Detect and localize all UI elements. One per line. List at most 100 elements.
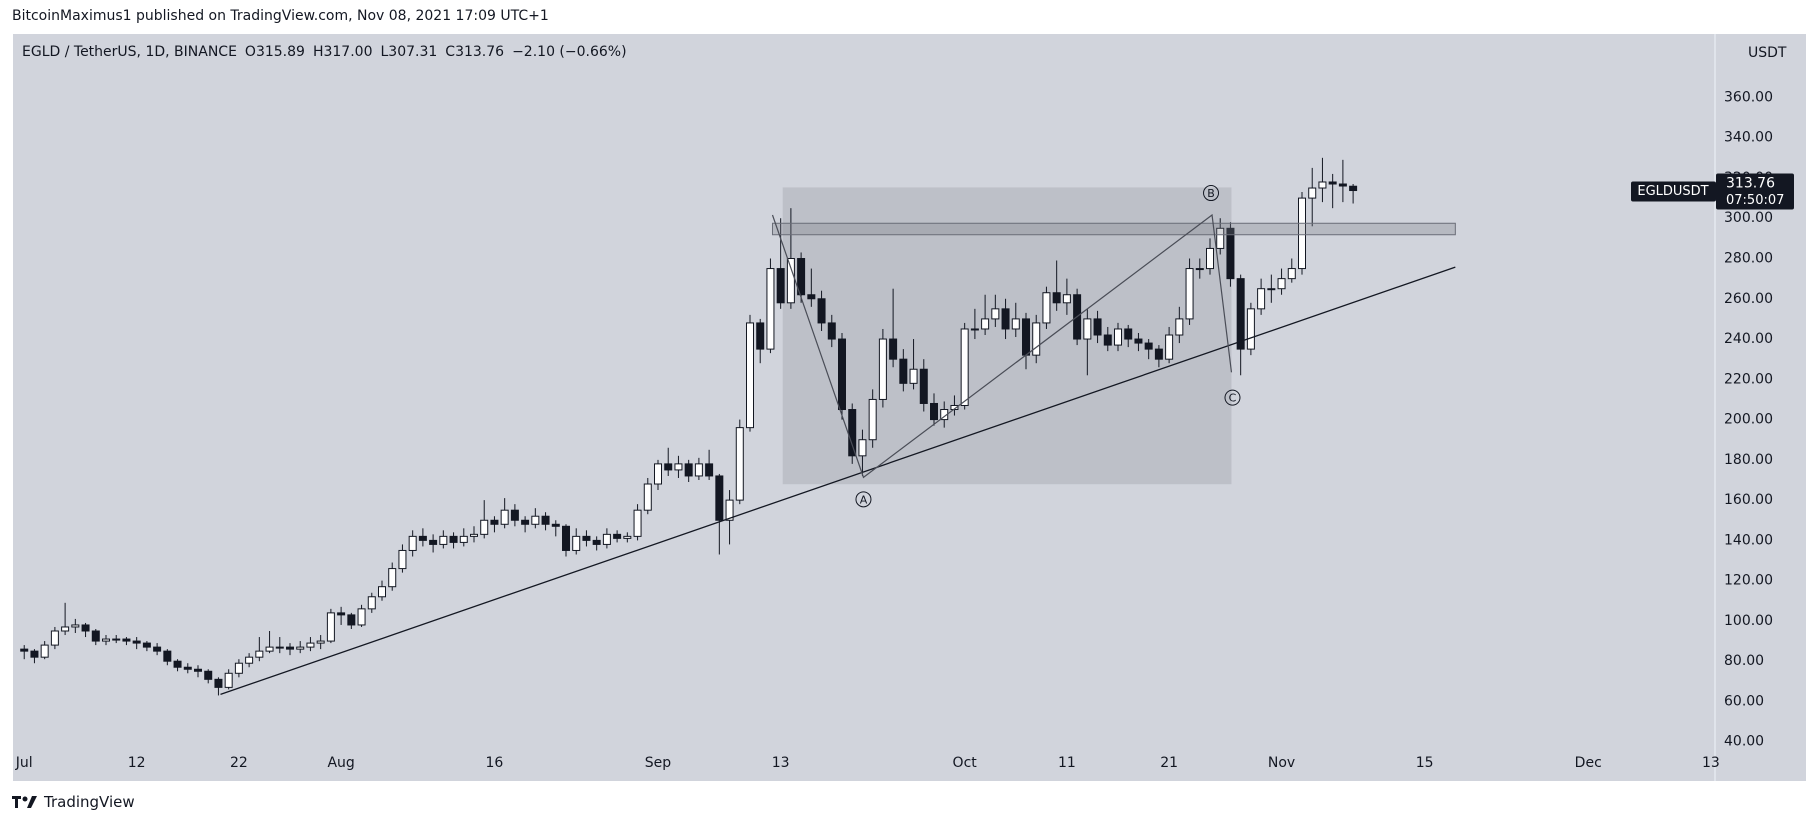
candle-body <box>367 596 376 610</box>
candle-body <box>173 660 182 668</box>
candle-body <box>838 338 846 411</box>
candle-body <box>163 650 172 662</box>
candle-body <box>429 539 438 545</box>
trendline <box>220 266 1456 696</box>
candle-body <box>306 642 315 648</box>
candle-body <box>1042 292 1051 324</box>
candle-body <box>1001 308 1010 330</box>
candle-body <box>1287 268 1296 280</box>
candle-body <box>112 638 121 641</box>
candle-body <box>1318 181 1327 189</box>
y-tick-label: 40.00 <box>1724 734 1764 750</box>
x-tick-label: Jul <box>15 755 33 771</box>
y-tick-label: 80.00 <box>1724 653 1764 669</box>
candle-body <box>91 630 100 642</box>
candle-body <box>981 318 990 330</box>
candle-body <box>623 535 632 539</box>
candle-body <box>613 533 622 539</box>
y-tick-label: 220.00 <box>1724 371 1773 387</box>
candle-body <box>1083 318 1092 340</box>
price-tag-name-bg <box>1631 181 1716 202</box>
candle-body <box>81 624 90 632</box>
candle-body <box>878 338 887 400</box>
candle-body <box>347 614 356 626</box>
candle-body <box>582 535 591 541</box>
candle-body <box>132 640 141 644</box>
candle-body <box>1052 292 1061 304</box>
candle-body <box>142 642 151 648</box>
footer: TradingView <box>12 793 135 811</box>
candle-body <box>694 463 703 477</box>
candle-body <box>1103 334 1112 346</box>
candle-body <box>30 650 39 658</box>
ohlc-values: O315.89 H317.00 L307.31 C313.76 <box>237 44 504 60</box>
y-tick-label: 340.00 <box>1724 130 1773 146</box>
ohlc-key: H <box>312 44 324 60</box>
candle-body <box>1134 338 1143 344</box>
candle-body <box>1216 227 1225 249</box>
candle-body <box>490 519 499 525</box>
candle-body <box>500 509 509 525</box>
candle-body <box>705 463 714 477</box>
ohlc-value: 315.89 <box>255 44 305 60</box>
ohlc-key: O <box>244 44 256 60</box>
candle-body <box>746 322 754 429</box>
candle-body <box>521 519 530 525</box>
candle-body <box>1257 288 1266 310</box>
candle-body <box>602 533 611 545</box>
ohlc-value: 313.76 <box>455 44 505 60</box>
price-tag-price: 313.76 <box>1726 176 1775 192</box>
candle-body <box>1011 318 1020 330</box>
candle-body <box>572 535 581 551</box>
x-tick-label: 21 <box>1160 755 1178 771</box>
wave-zigzag <box>771 213 1233 479</box>
candle-body <box>1114 328 1122 346</box>
x-tick-label: Aug <box>327 755 354 771</box>
y-tick-label: 180.00 <box>1724 452 1773 468</box>
candle-body <box>899 358 908 384</box>
ohlc-key: L <box>380 44 389 60</box>
candle-body <box>930 402 938 421</box>
x-tick-label: Dec <box>1575 755 1602 771</box>
y-tick-label: 240.00 <box>1724 331 1773 347</box>
candle-body <box>1277 278 1286 290</box>
candle-body <box>1165 334 1174 360</box>
candle-body <box>919 368 928 404</box>
candle-body <box>194 668 202 672</box>
candle-body <box>684 463 693 477</box>
candle-body <box>61 626 70 632</box>
x-tick-label: 11 <box>1058 755 1076 771</box>
candle-body <box>1022 318 1030 356</box>
candle-body <box>296 646 305 650</box>
candle-body <box>275 646 284 649</box>
candle-body <box>807 294 816 300</box>
x-tick-label: 13 <box>772 755 790 771</box>
candle-body <box>909 368 918 384</box>
logo-text: TradingView <box>44 793 135 811</box>
candle-body <box>408 535 417 551</box>
candle-body <box>510 509 519 521</box>
candle-body <box>541 515 550 525</box>
candle-body <box>1185 268 1194 320</box>
candle-body <box>234 662 243 674</box>
y-tick-label: 280.00 <box>1724 251 1773 267</box>
candle-body <box>643 483 652 511</box>
candle-body <box>1175 318 1184 336</box>
y-tick-label: 260.00 <box>1724 291 1773 307</box>
candle-body <box>991 308 1000 320</box>
wave-label: B <box>1207 187 1215 200</box>
candle-body <box>1195 268 1204 271</box>
y-tick-label: 120.00 <box>1724 573 1773 589</box>
x-tick-label: Oct <box>953 755 978 771</box>
x-tick-label: 13 <box>1702 755 1720 771</box>
candle-body <box>715 475 724 521</box>
candle-body <box>480 519 489 535</box>
wave-label: C <box>1229 392 1237 405</box>
candle-body <box>286 646 294 650</box>
candle-body <box>970 328 979 331</box>
candle-body <box>20 648 29 652</box>
candle-body <box>183 666 192 670</box>
candle-body <box>1206 247 1214 270</box>
candle-body <box>245 656 254 664</box>
